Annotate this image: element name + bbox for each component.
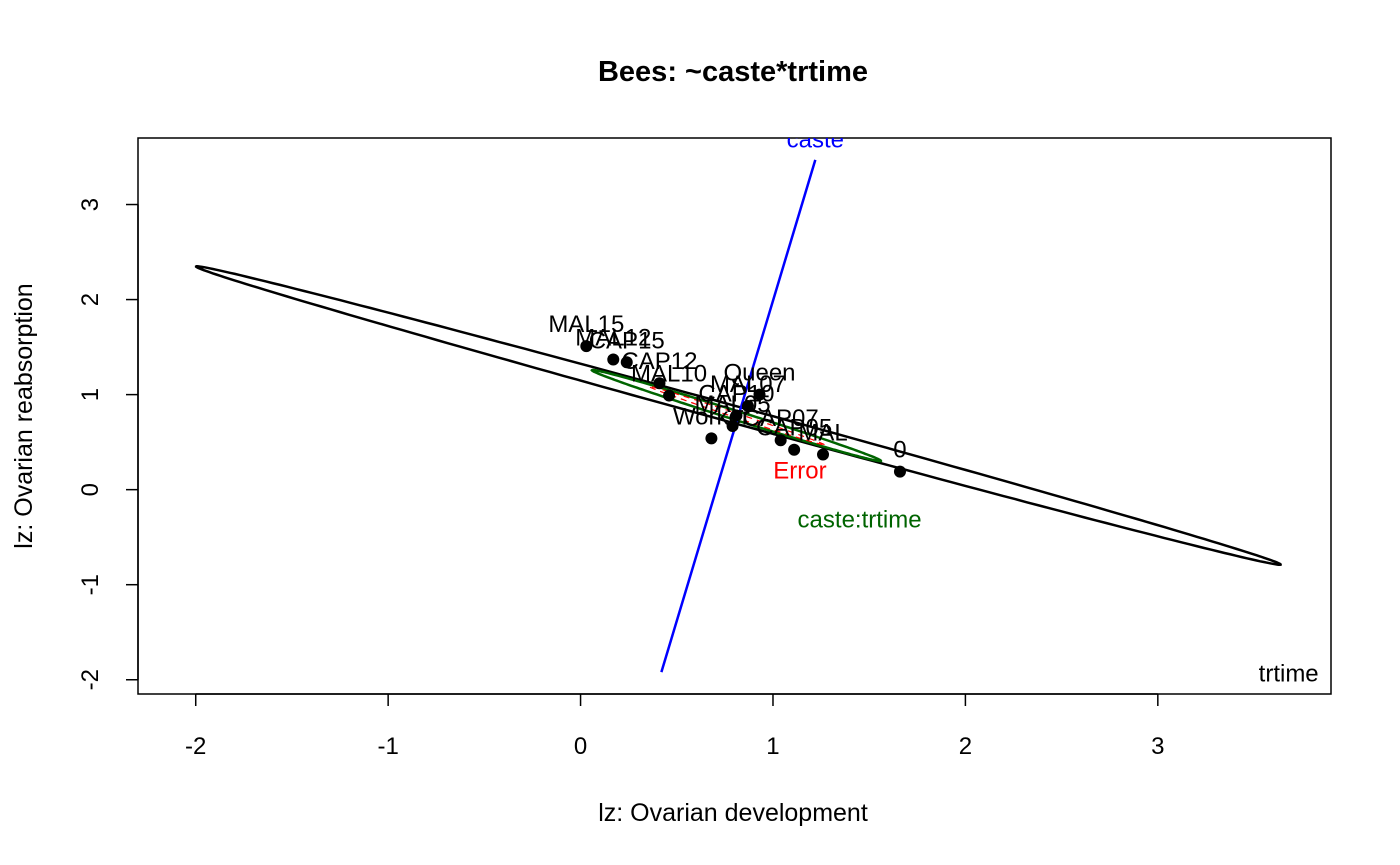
point-label-cap15: CAP15	[589, 327, 665, 354]
x-axis-title: lz: Ovarian development	[598, 799, 868, 827]
y-axis-title: lz: Ovarian reabsorption	[10, 283, 38, 548]
effect-label-trtime: trtime	[1259, 661, 1319, 688]
point-mal10	[663, 389, 676, 402]
x-tick-label: -1	[377, 733, 398, 760]
trtime-ellipse	[194, 265, 1282, 566]
y-tick-label: 0	[77, 483, 104, 496]
point-mal05	[726, 419, 739, 432]
point-label-queen: Queen	[723, 360, 795, 387]
point-label-mal12: MAL12	[575, 324, 651, 351]
x-tick-label: 2	[959, 733, 972, 760]
y-tick-label: 3	[77, 198, 104, 211]
point-label-mal05: MAL05	[695, 391, 771, 418]
y-tick-label: -1	[77, 574, 104, 595]
point-label-0: 0	[893, 437, 906, 464]
point-cap07	[774, 434, 787, 447]
point-cap15	[620, 356, 633, 369]
point-mal07	[741, 400, 754, 413]
point-cap12	[653, 377, 666, 390]
error-ellipse	[648, 385, 825, 446]
y-tick-label: 2	[77, 293, 104, 306]
point-label-mal07: MAL07	[710, 371, 786, 398]
chart-title: Bees: ~caste*trtime	[598, 56, 868, 88]
point-label-mal15: MAL15	[548, 311, 624, 338]
y-tick-label: 1	[77, 388, 104, 401]
point-queen	[753, 388, 766, 401]
point-mal12	[607, 353, 620, 366]
point-cap05	[788, 443, 801, 456]
point-cap10	[730, 409, 743, 422]
y-axis: -2 -1 0 1 2 3	[77, 198, 139, 690]
point-mal15	[580, 340, 593, 353]
point-mal	[817, 448, 830, 461]
point-label-mal: MAL	[798, 419, 847, 446]
point-0	[893, 465, 906, 478]
effect-label-caste: caste	[787, 127, 844, 154]
effect-label-error: Error	[773, 457, 826, 484]
point-label-cap10: CAP10	[698, 381, 774, 408]
x-tick-label: 0	[574, 733, 587, 760]
effect-label-caste-trtime: caste:trtime	[798, 507, 922, 534]
point-label-worker: Worker	[673, 403, 750, 430]
point-label-cap05: CAP05	[756, 415, 832, 442]
x-tick-label: 3	[1151, 733, 1164, 760]
point-worker	[705, 432, 718, 445]
point-label-cap12: CAP12	[621, 348, 697, 375]
x-axis: -2 -1 0 1 2 3	[185, 693, 1165, 760]
point-label-mal10: MAL10	[631, 361, 707, 388]
y-tick-label: -2	[77, 669, 104, 690]
x-tick-label: -2	[185, 733, 206, 760]
point-label-cap07: CAP07	[743, 405, 819, 432]
x-tick-label: 1	[766, 733, 779, 760]
caste-trtime-ellipse	[590, 368, 883, 463]
